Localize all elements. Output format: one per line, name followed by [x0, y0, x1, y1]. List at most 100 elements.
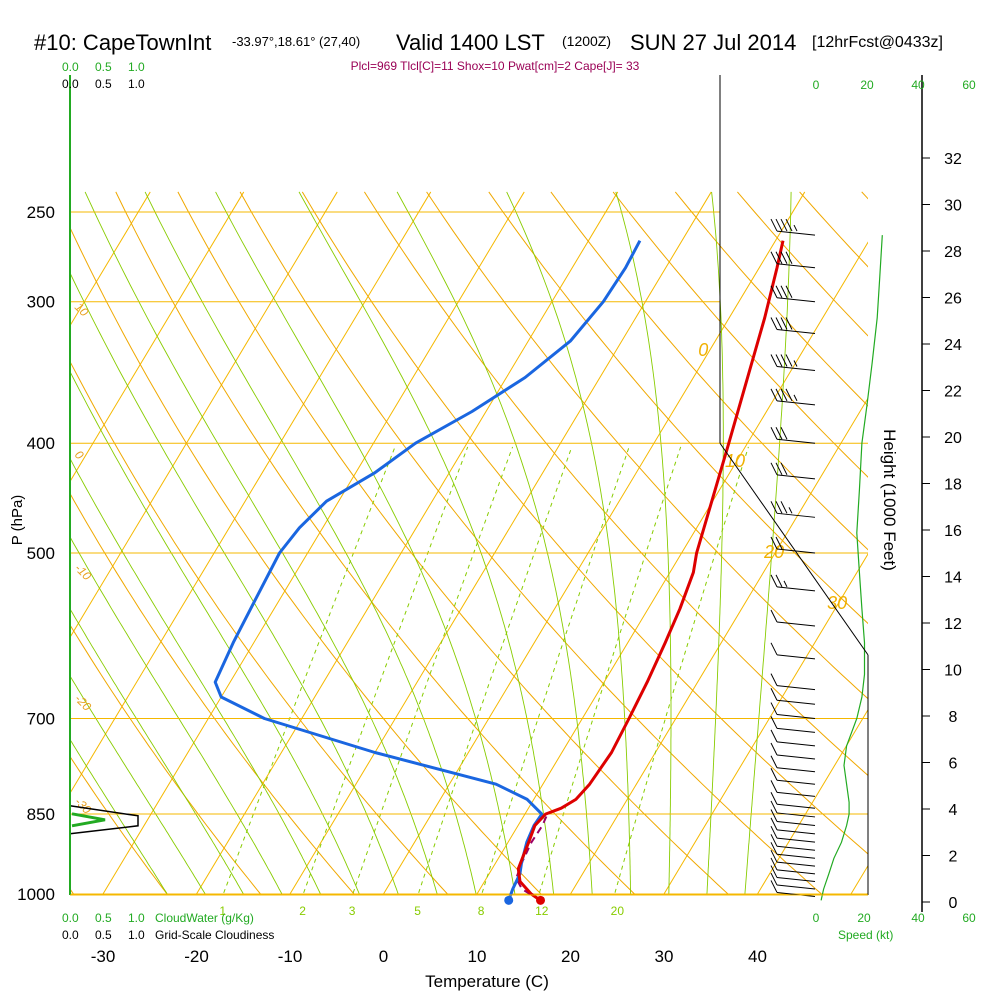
temperature-tick-label: 40: [748, 947, 767, 966]
wind-barb-flag: [770, 792, 778, 805]
wind-barb-staff: [776, 837, 816, 843]
profiles: [69, 239, 785, 905]
height-tick-label: 16: [944, 523, 962, 540]
dry-adiabat-line: [177, 191, 730, 895]
wind-barb-half-flag: [788, 507, 793, 514]
wind-barb-flag: [770, 702, 778, 715]
moist-adiabat-line: [144, 191, 477, 895]
mixing-ratio-line: [417, 446, 573, 895]
mixing-ratio-line: [351, 446, 514, 895]
wind-barb-flag: [780, 317, 788, 330]
grid-lines: [70, 191, 1000, 918]
height-tick-label: 6: [949, 756, 958, 773]
speed-scale-bottom-2: 40: [911, 911, 925, 925]
wind-barb-staff: [776, 767, 816, 773]
wind-barb-flag: [775, 218, 783, 232]
valid-time: Valid 1400 LST: [396, 30, 545, 55]
isotherm-line: [70, 191, 151, 327]
wind-barb-flag: [785, 388, 793, 402]
height-tick-label: 4: [949, 802, 958, 819]
wind-barb-flag: [770, 880, 778, 893]
wind-barb-staff: [776, 365, 816, 371]
wind-barb-staff: [776, 654, 816, 660]
wind-barb-flag: [770, 317, 778, 330]
height-tick-label: 22: [944, 384, 962, 401]
utc-time: (1200Z): [562, 33, 611, 49]
wind-barb-flag: [770, 501, 778, 514]
moist-adiabat-line: [70, 608, 245, 895]
mixing-ratio-label: 1: [219, 904, 226, 918]
wind-barb-flag: [770, 427, 778, 440]
wind-barb-staff: [776, 438, 816, 444]
moist-adiabat-line: [506, 191, 632, 895]
dry-adiabat-line: [924, 192, 1000, 918]
wind-barb-flag: [770, 716, 778, 729]
surface-temperature-marker: [536, 895, 546, 905]
pressure-tick-label: 850: [27, 805, 55, 824]
wind-barb-flag: [785, 251, 793, 264]
moist-adiabat-line: [615, 191, 672, 895]
wind-barb-staff: [776, 685, 816, 691]
wind-barb-flag: [775, 285, 783, 298]
wind-barb-staff: [776, 779, 816, 785]
dry-adiabat-label: 0: [72, 448, 87, 463]
wind-barb-staff: [776, 869, 816, 875]
temperature-tick-label: -10: [278, 947, 303, 966]
wind-barb-flag: [780, 388, 788, 402]
wind-barb-flag: [780, 501, 788, 514]
dry-adiabat-line: [239, 191, 824, 895]
isotherm-line: [70, 191, 245, 483]
moist-adiabat-line: [70, 675, 207, 895]
pressure-tick-label: 400: [27, 434, 55, 453]
height-tick-label: 20: [944, 430, 962, 447]
isotherm-line: [195, 191, 619, 895]
wind-barb-half-flag: [793, 394, 798, 402]
moist-adiabat-line: [396, 191, 593, 895]
wind-barb-flag: [775, 251, 783, 264]
wind-barb-flag: [770, 388, 778, 402]
height-axis-label: Height (1000 Feet): [880, 429, 899, 571]
wind-barb-flag: [770, 462, 778, 476]
cloud-scale-top-green-2: 1.0: [128, 60, 145, 74]
wind-barb-flag: [770, 218, 778, 232]
station-coords: -33.97°,18.61° (27,40): [232, 34, 360, 49]
wind-barb-staff: [776, 791, 816, 797]
height-tick-label: 0: [949, 895, 958, 912]
isotherm-line: [569, 397, 868, 895]
wind-barb-flag: [775, 354, 783, 367]
wind-barb-staff: [776, 741, 816, 747]
temperature-tick-label: -20: [184, 947, 209, 966]
wind-barb-flag: [770, 834, 778, 847]
speed-label: Speed (kt): [838, 928, 893, 942]
cloud-water-wedge: [71, 812, 106, 828]
mixing-ratio-label: 3: [349, 904, 356, 918]
cloud-scale-top-black-1: 0.5: [95, 77, 112, 91]
isotherm-line: [475, 241, 868, 895]
cloudiness-label: Grid-Scale Cloudiness: [155, 928, 274, 942]
height-tick-label: 26: [944, 291, 962, 308]
mixing-ratio-line: [222, 446, 396, 895]
height-tick-label: 12: [944, 616, 962, 633]
wind-barb-staff: [776, 845, 816, 851]
dry-adiabat-label: 10: [72, 300, 92, 320]
wind-barb-flag: [770, 809, 778, 822]
wind-barb-flag: [775, 427, 783, 440]
wind-barb-staff: [776, 829, 816, 835]
temperature-tick-label: -30: [91, 947, 116, 966]
cloud-scale-bottom-green-2: 1.0: [128, 911, 145, 925]
wind-barb-half-flag: [783, 580, 788, 588]
wind-barb-flag: [780, 427, 788, 440]
dry-adiabat-line: [363, 191, 868, 777]
wind-barb-staff: [776, 699, 816, 705]
pressure-tick-label: 500: [27, 544, 55, 563]
isotherm-line: [70, 191, 338, 639]
speed-scale-top-3: 60: [962, 78, 976, 92]
moist-adiabat-line: [70, 738, 169, 895]
wind-barb-flag: [780, 251, 788, 264]
wind-barb-staff: [776, 263, 816, 269]
y-axis-label: P (hPa): [9, 495, 26, 546]
height-tick-label: 30: [944, 198, 962, 215]
wind-barb-flag: [770, 800, 778, 814]
